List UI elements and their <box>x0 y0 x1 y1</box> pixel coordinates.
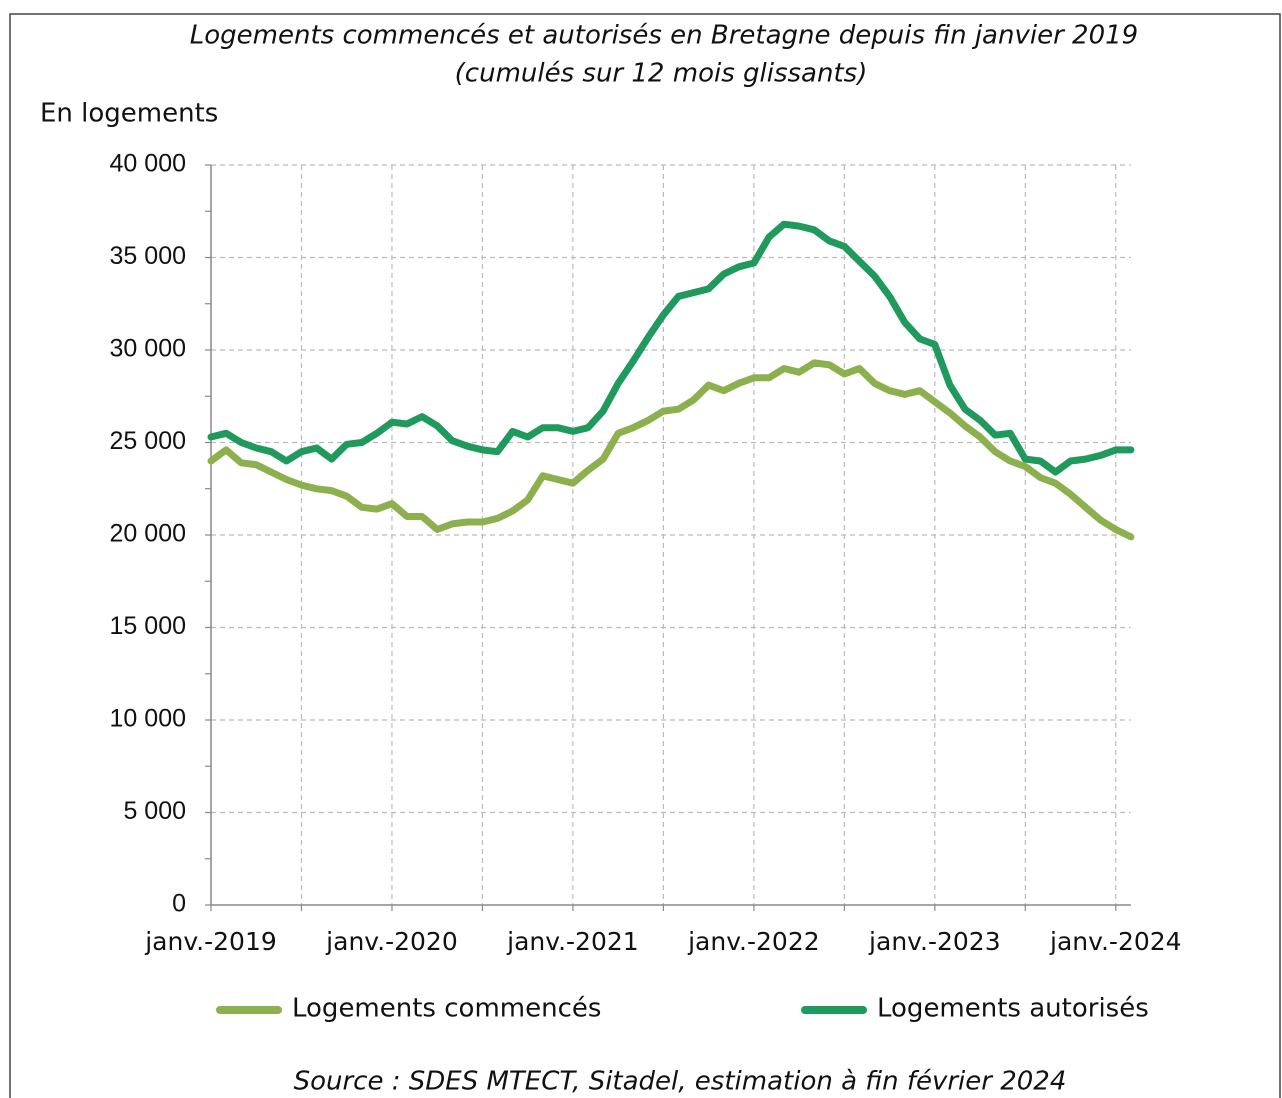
y-tick-label: 20 000 <box>110 520 186 548</box>
x-tick-label: janv.-2023 <box>868 927 1001 956</box>
y-axis-title: En logements <box>40 99 218 129</box>
y-tick-label: 5 000 <box>123 797 186 825</box>
legend-label: Logements commencés <box>292 994 601 1024</box>
series-line <box>207 220 1135 476</box>
y-tick-label: 40 000 <box>110 150 186 178</box>
x-tick-label: janv.-2019 <box>144 927 277 956</box>
frame <box>9 13 1281 1098</box>
y-tick-label: 0 <box>172 890 186 918</box>
y-tick-label: 35 000 <box>110 242 186 270</box>
legend-label: Logements autorisés <box>877 994 1149 1024</box>
source: Source : SDES MTECT, Sitadel, estimation… <box>294 1067 1067 1097</box>
x-tick-label: janv.-2024 <box>1049 927 1182 956</box>
series-line <box>207 359 1135 541</box>
x-tick-label: janv.-2020 <box>325 927 458 956</box>
x-tick-label: janv.-2021 <box>506 927 639 956</box>
y-tick-label: 15 000 <box>110 612 186 640</box>
y-tick-label: 25 000 <box>110 427 186 455</box>
x-tick-label: janv.-2022 <box>687 927 820 956</box>
y-tick-label: 10 000 <box>110 705 186 733</box>
y-tick-label: 30 000 <box>110 335 186 363</box>
chart-subtitle: (cumulés sur 12 mois glissants) <box>455 59 868 89</box>
chart-title: Logements commencés et autorisés en Bret… <box>190 21 1138 51</box>
